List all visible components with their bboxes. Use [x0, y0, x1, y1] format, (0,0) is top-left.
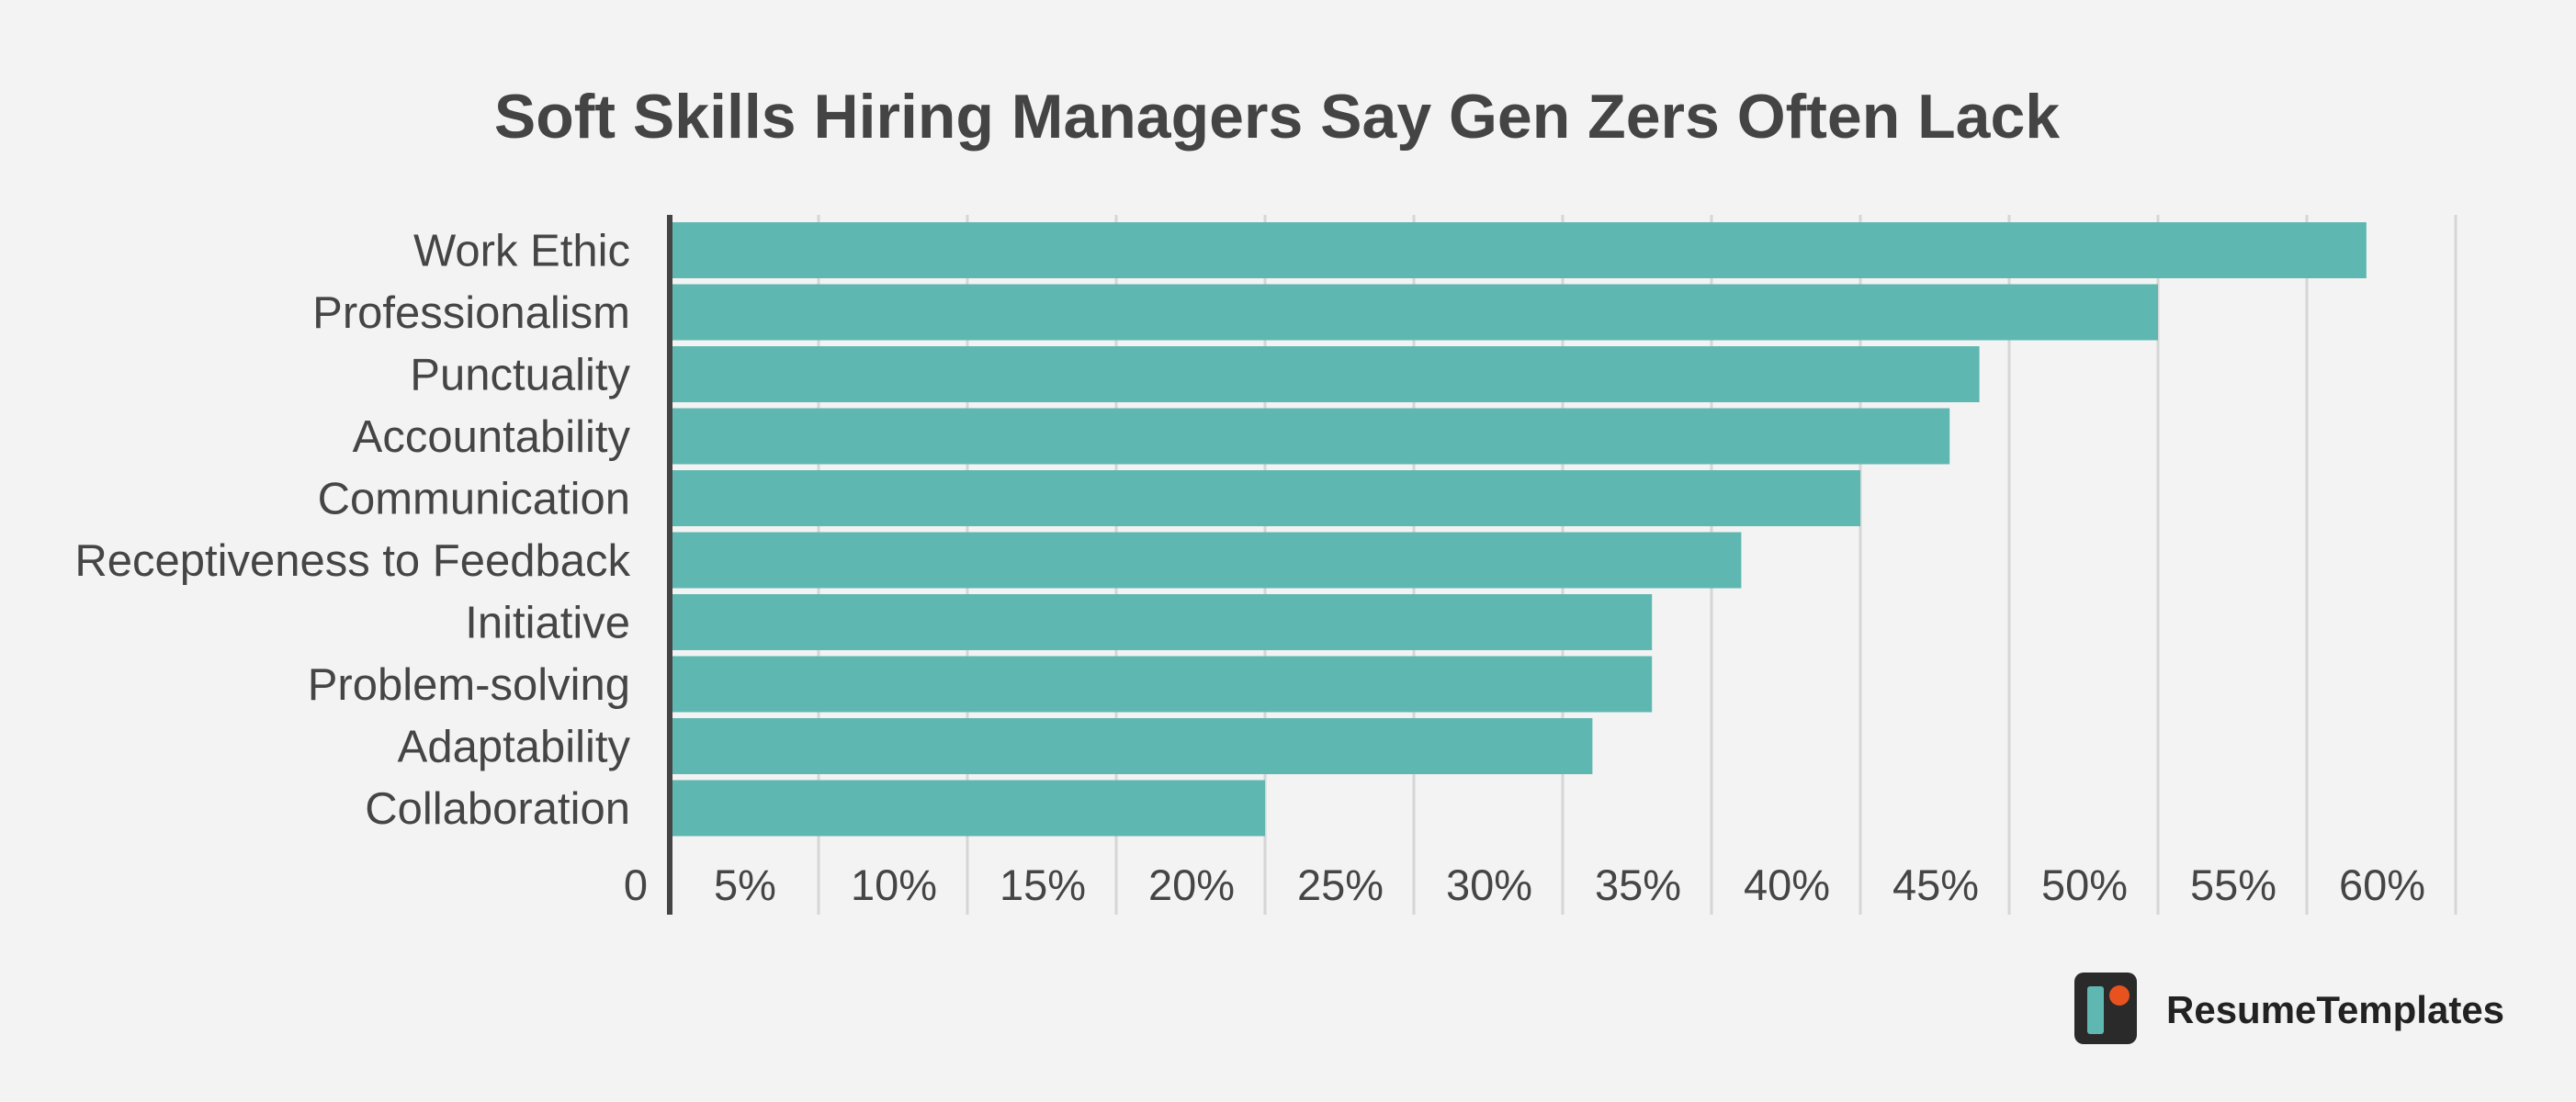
x-tick-label: 45%	[1892, 860, 1979, 909]
resume-templates-logo-icon	[2074, 973, 2137, 1044]
bar	[670, 718, 1593, 774]
x-tick-label: 30%	[1446, 860, 1532, 909]
category-label: Receptiveness to Feedback	[74, 536, 630, 586]
bar	[670, 594, 1653, 650]
bar	[670, 656, 1653, 713]
x-tick-label: 40%	[1744, 860, 1830, 909]
brand-logo: ResumeTemplates	[2074, 973, 2504, 1044]
category-label: Professionalism	[312, 288, 630, 338]
brand-name: ResumeTemplates	[2166, 988, 2504, 1031]
x-tick-label: 55%	[2190, 860, 2277, 909]
category-label: Accountability	[353, 412, 631, 462]
category-label: Work Ethic	[413, 227, 630, 276]
category-label: Adaptability	[398, 723, 631, 772]
bar	[670, 346, 1980, 402]
x-tick-label: 50%	[2041, 860, 2128, 909]
x-tick-label: 25%	[1297, 860, 1384, 909]
category-label: Collaboration	[365, 784, 630, 834]
x-tick-label: 15%	[1000, 860, 1086, 909]
bar	[670, 408, 1950, 465]
bars	[670, 222, 2367, 837]
bar	[670, 470, 1860, 526]
category-label: Problem-solving	[308, 660, 630, 710]
category-label: Initiative	[465, 599, 630, 648]
category-label: Punctuality	[410, 351, 630, 400]
x-tick-label: 35%	[1595, 860, 1681, 909]
x-tick-label: 5%	[714, 860, 776, 909]
x-tick-label: 10%	[851, 860, 937, 909]
chart-title: Soft Skills Hiring Managers Say Gen Zers…	[494, 82, 2060, 152]
x-tick-label: 20%	[1148, 860, 1235, 909]
bar	[670, 780, 1265, 837]
x-tick-label: 0	[624, 860, 648, 909]
x-tick-label: 60%	[2339, 860, 2425, 909]
x-tick-labels: 0 5% 10% 15% 20% 25% 30% 35% 40% 45% 50% 55% 60%	[624, 860, 2425, 909]
category-label: Communication	[318, 475, 630, 524]
bar	[670, 284, 2158, 341]
bar	[670, 222, 2367, 278]
bar	[670, 532, 1742, 589]
category-labels: Work Ethic Professionalism Punctuality Acco…	[74, 227, 630, 835]
